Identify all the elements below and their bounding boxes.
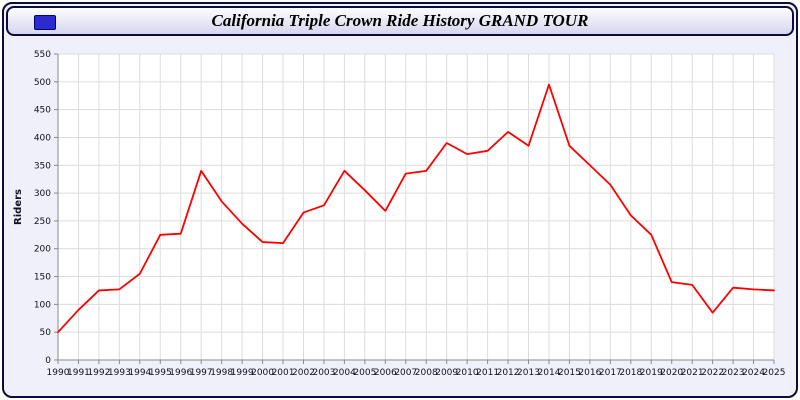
y-axis-title: Riders (13, 189, 24, 225)
y-tick-label: 200 (34, 245, 51, 255)
x-tick-label: 2019 (640, 368, 663, 378)
x-tick-label: 2024 (742, 368, 765, 378)
y-tick-label: 450 (34, 106, 51, 116)
y-tick-label: 550 (34, 50, 51, 60)
y-tick-label: 0 (45, 356, 51, 366)
x-tick-label: 1992 (87, 368, 110, 378)
x-tick-label: 2025 (763, 368, 786, 378)
plot-area (58, 54, 774, 360)
x-tick-label: 2001 (272, 368, 295, 378)
y-tick-label: 100 (34, 300, 51, 310)
x-tick-label: 1996 (169, 368, 192, 378)
x-tick-label: 2010 (456, 368, 479, 378)
x-tick-label: 2005 (353, 368, 376, 378)
y-tick-label: 150 (34, 273, 51, 283)
chart-container: 0 50 100 150 200 250 300 350 400 450 500 550 1990 199… (4, 40, 796, 394)
chart-title: California Triple Crown Ride History GRA… (211, 11, 589, 30)
x-tick-label: 2000 (251, 368, 274, 378)
y-tick-label: 500 (34, 78, 51, 88)
y-tick-label: 350 (34, 161, 51, 171)
x-tick-label: 1999 (231, 368, 254, 378)
x-tick-label: 2020 (660, 368, 683, 378)
x-tick-label: 1990 (47, 368, 70, 378)
x-tick-label: 1993 (108, 368, 131, 378)
x-tick-label: 2023 (722, 368, 745, 378)
y-tick-label: 400 (34, 133, 51, 143)
x-tick-label: 2002 (292, 368, 315, 378)
x-tick-label: 2012 (497, 368, 520, 378)
x-tick-label: 2018 (619, 368, 642, 378)
y-tick-label: 300 (34, 189, 51, 199)
x-tick-label: 2011 (476, 368, 499, 378)
chart-header: California Triple Crown Ride History GRA… (6, 6, 794, 36)
x-tick-label: 2009 (435, 368, 458, 378)
x-tick-label: 2003 (312, 368, 335, 378)
x-tick-label: 2013 (517, 368, 540, 378)
y-tick-label: 50 (40, 328, 52, 338)
x-tick-label: 1998 (210, 368, 233, 378)
x-tick-label: 2007 (394, 368, 417, 378)
x-tick-label: 1995 (149, 368, 172, 378)
riders-series-line (57, 83, 775, 334)
x-tick-label: 1991 (67, 368, 90, 378)
riders-line-chart: 0501001502002503003504004505005501990199… (13, 50, 786, 378)
x-tick-label: 1994 (128, 368, 151, 378)
x-tick-label: 2016 (578, 368, 601, 378)
x-tick-label: 1997 (190, 368, 213, 378)
x-tick-label: 2004 (333, 368, 356, 378)
x-tick-label: 2008 (415, 368, 438, 378)
x-tick-label: 2021 (681, 368, 704, 378)
x-tick-label: 2015 (558, 368, 581, 378)
x-tick-label: 2022 (701, 368, 724, 378)
x-tick-label: 2014 (538, 368, 561, 378)
x-tick-label: 2006 (374, 368, 397, 378)
y-tick-label: 250 (34, 217, 51, 227)
x-tick-label: 2017 (599, 368, 622, 378)
blue-window-icon (34, 15, 56, 30)
